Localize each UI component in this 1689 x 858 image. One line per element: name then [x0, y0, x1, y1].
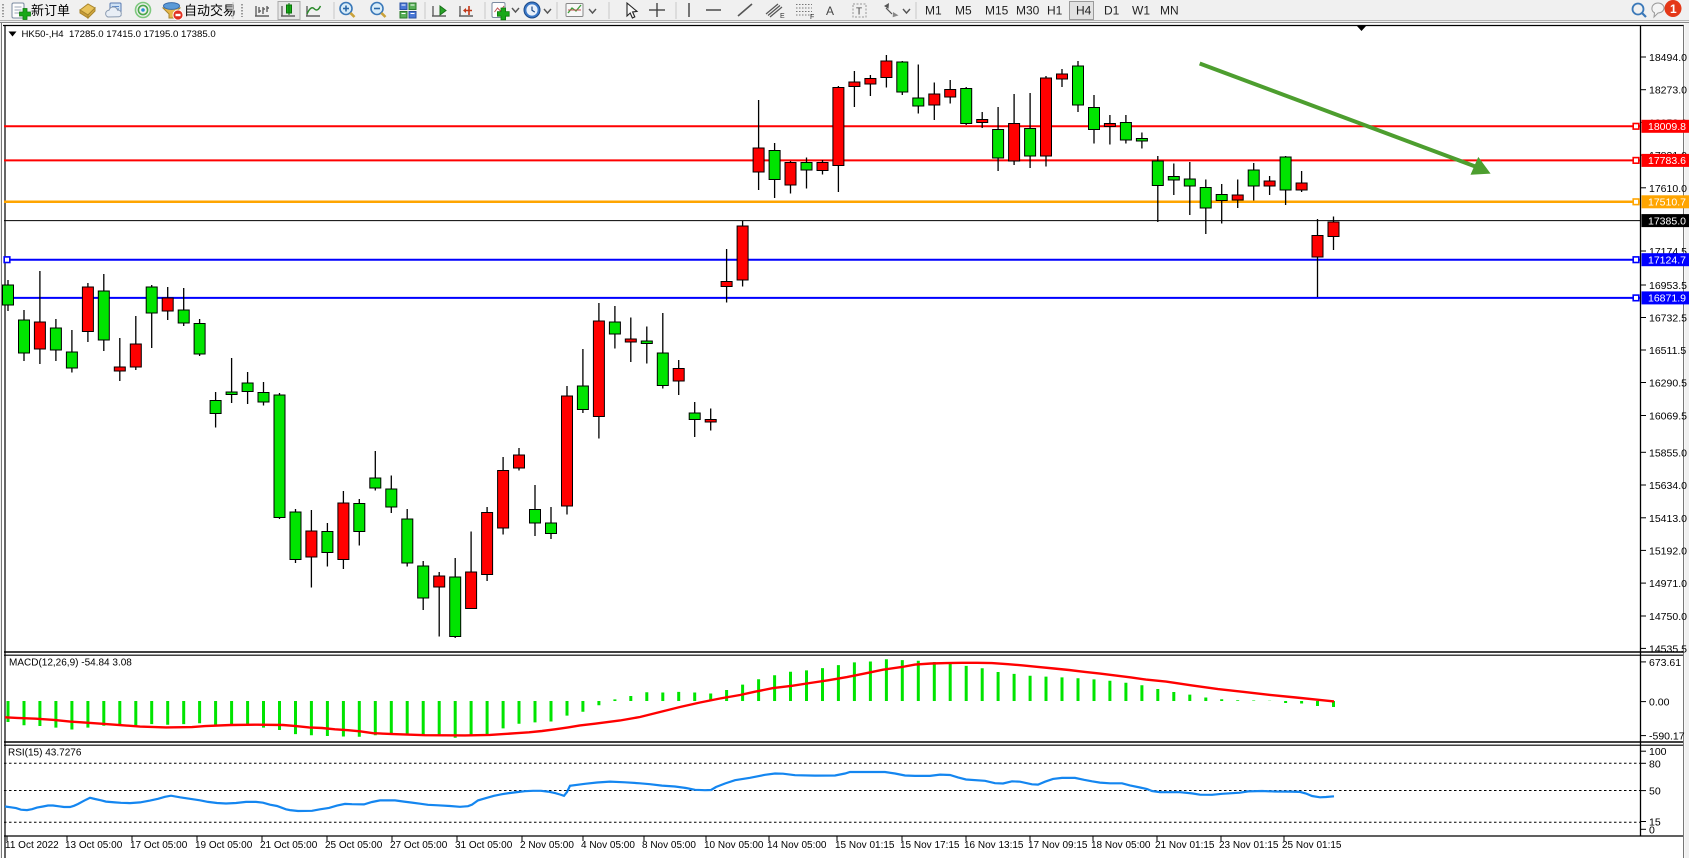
svg-text:21 Oct 05:00: 21 Oct 05:00	[260, 840, 318, 851]
svg-text:50: 50	[1649, 786, 1661, 798]
svg-text:MN: MN	[1160, 4, 1179, 18]
svg-text:14971.0: 14971.0	[1649, 578, 1687, 590]
svg-text:17610.0: 17610.0	[1649, 183, 1687, 195]
svg-text:14 Nov 05:00: 14 Nov 05:00	[767, 840, 827, 851]
svg-text:100: 100	[1649, 746, 1667, 758]
svg-text:16290.5: 16290.5	[1649, 378, 1687, 390]
svg-text:15192.0: 15192.0	[1649, 545, 1687, 557]
svg-text:14535.5: 14535.5	[1649, 643, 1687, 655]
svg-text:1: 1	[1670, 2, 1677, 16]
svg-text:MACD(12,26,9) -54.84 3.08: MACD(12,26,9) -54.84 3.08	[9, 658, 132, 669]
svg-text:17 Oct 05:00: 17 Oct 05:00	[130, 840, 188, 851]
svg-text:19 Oct 05:00: 19 Oct 05:00	[195, 840, 253, 851]
svg-text:HK50-,H4 17285.0 17415.0 1719: HK50-,H4 17285.0 17415.0 17195.0 17385.0	[22, 29, 216, 40]
svg-text:11 Oct 2022: 11 Oct 2022	[5, 840, 59, 851]
svg-text:A: A	[826, 4, 834, 18]
svg-text:25 Oct 05:00: 25 Oct 05:00	[325, 840, 383, 851]
svg-text:17385.0: 17385.0	[1648, 215, 1686, 227]
svg-text:15 Nov 01:15: 15 Nov 01:15	[835, 840, 895, 851]
svg-text:0.00: 0.00	[1649, 697, 1670, 709]
svg-text:673.61: 673.61	[1649, 657, 1681, 669]
svg-text:17124.7: 17124.7	[1648, 255, 1686, 267]
svg-text:W1: W1	[1132, 4, 1150, 18]
svg-text:M30: M30	[1016, 4, 1040, 18]
svg-text:14750.0: 14750.0	[1649, 611, 1687, 623]
svg-text:T: T	[856, 7, 862, 18]
svg-text:自动交易: 自动交易	[184, 3, 236, 18]
svg-text:-590.17: -590.17	[1649, 731, 1685, 743]
svg-text:M5: M5	[955, 4, 972, 18]
svg-text:H1: H1	[1047, 4, 1063, 18]
svg-text:15: 15	[1649, 817, 1661, 829]
svg-text:13 Oct 05:00: 13 Oct 05:00	[65, 840, 123, 851]
svg-text:15634.0: 15634.0	[1649, 480, 1687, 492]
svg-text:25 Nov 01:15: 25 Nov 01:15	[1282, 840, 1342, 851]
svg-text:18009.8: 18009.8	[1648, 121, 1686, 133]
svg-text:新订单: 新订单	[31, 3, 70, 18]
svg-text:16732.5: 16732.5	[1649, 313, 1687, 325]
svg-text:15855.0: 15855.0	[1649, 447, 1687, 459]
svg-text:18273.0: 18273.0	[1649, 85, 1687, 97]
svg-text:F: F	[810, 14, 814, 21]
svg-text:16953.5: 16953.5	[1649, 280, 1687, 292]
svg-text:16871.9: 16871.9	[1648, 293, 1686, 305]
svg-text:16069.5: 16069.5	[1649, 411, 1687, 423]
svg-text:M1: M1	[925, 4, 942, 18]
svg-text:2 Nov 05:00: 2 Nov 05:00	[520, 840, 574, 851]
svg-text:10 Nov 05:00: 10 Nov 05:00	[704, 840, 764, 851]
svg-text:17783.6: 17783.6	[1648, 155, 1686, 167]
svg-text:18494.0: 18494.0	[1649, 52, 1687, 64]
svg-text:E: E	[780, 13, 785, 20]
svg-text:RSI(15) 43.7276: RSI(15) 43.7276	[8, 748, 82, 759]
svg-text:80: 80	[1649, 758, 1661, 770]
svg-text:4 Nov 05:00: 4 Nov 05:00	[581, 840, 635, 851]
svg-text:31 Oct 05:00: 31 Oct 05:00	[455, 840, 513, 851]
svg-text:17 Nov 09:15: 17 Nov 09:15	[1028, 840, 1088, 851]
svg-text:18 Nov 05:00: 18 Nov 05:00	[1091, 840, 1151, 851]
svg-text:8 Nov 05:00: 8 Nov 05:00	[642, 840, 696, 851]
svg-text:M15: M15	[985, 4, 1009, 18]
svg-text:H4: H4	[1076, 4, 1092, 18]
svg-text:23 Nov 01:15: 23 Nov 01:15	[1219, 840, 1279, 851]
svg-text:21 Nov 01:15: 21 Nov 01:15	[1155, 840, 1215, 851]
svg-text:0: 0	[1649, 824, 1655, 836]
svg-text:17510.7: 17510.7	[1648, 197, 1686, 209]
svg-text:16 Nov 13:15: 16 Nov 13:15	[964, 840, 1024, 851]
svg-text:15413.0: 15413.0	[1649, 513, 1687, 525]
svg-text:27 Oct 05:00: 27 Oct 05:00	[390, 840, 448, 851]
svg-text:D1: D1	[1104, 4, 1120, 18]
svg-text:15 Nov 17:15: 15 Nov 17:15	[900, 840, 960, 851]
svg-text:16511.5: 16511.5	[1649, 345, 1686, 357]
